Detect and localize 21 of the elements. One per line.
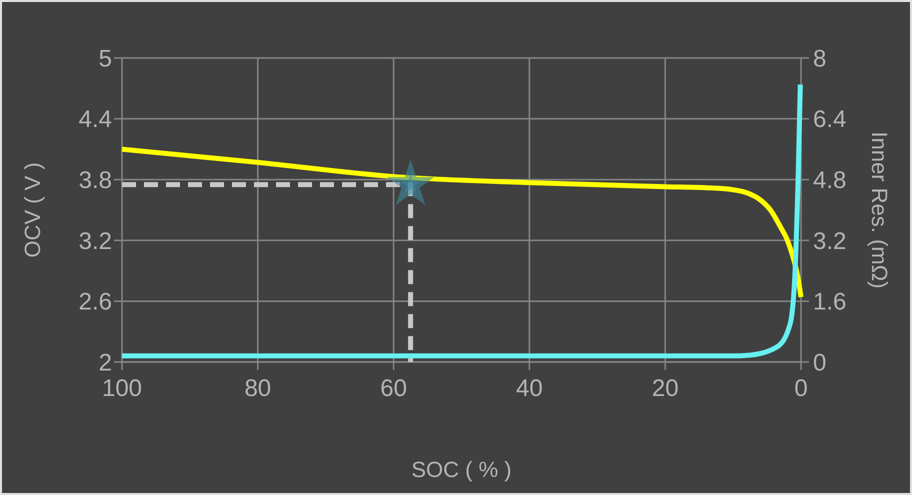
y-tick-label: 2.6 [78,288,112,316]
x-tick-label: 100 [102,375,142,402]
y2-axis-title: Inner Res. (mΩ) [867,131,892,289]
y-tick-label: 3.2 [78,228,112,255]
y-tick-label: 4.4 [78,106,112,134]
x-tick-label: 0 [794,375,808,402]
x-tick-label: 60 [380,375,407,402]
y-tick-label: 5 [98,45,112,72]
y2-tick-label: 6.4 [813,106,846,134]
x-tick-label: 40 [516,375,543,402]
y2-tick-label: 8 [813,45,826,72]
y2-tick-label: 0 [813,349,826,376]
y-axis-title: OCV ( V ) [20,162,45,258]
y-tick-label: 3.8 [78,167,112,194]
x-tick-label: 20 [652,375,679,402]
y2-tick-label: 4.8 [813,167,846,194]
y2-tick-label: 3.2 [813,228,846,255]
x-axis-title: SOC ( % ) [411,457,512,482]
y2-tick-label: 1.6 [813,288,846,316]
y-tick-label: 2 [98,349,112,376]
x-tick-label: 80 [244,375,272,402]
